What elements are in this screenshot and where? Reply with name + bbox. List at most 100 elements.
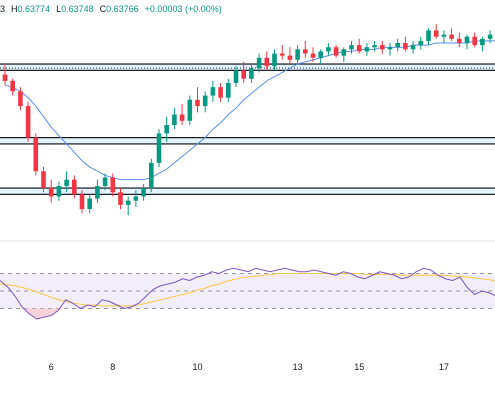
candle-body bbox=[318, 51, 323, 58]
candle bbox=[48, 179, 54, 203]
candle bbox=[72, 175, 77, 199]
candle bbox=[487, 30, 493, 44]
candle bbox=[287, 47, 293, 65]
candle-body bbox=[403, 43, 408, 50]
candle-body bbox=[457, 38, 462, 44]
candle-body bbox=[326, 47, 331, 52]
candle bbox=[226, 78, 231, 102]
candle-body bbox=[410, 45, 416, 50]
candle-body bbox=[418, 40, 424, 46]
candle bbox=[210, 80, 216, 102]
candle-body bbox=[156, 133, 162, 163]
candle bbox=[256, 53, 262, 73]
candle bbox=[41, 167, 46, 193]
candle-body bbox=[303, 49, 308, 54]
rsi-oversold-fill bbox=[21, 308, 66, 319]
candle bbox=[326, 43, 331, 56]
low-label: L bbox=[56, 4, 62, 14]
candle bbox=[64, 171, 69, 193]
candle-body bbox=[195, 99, 200, 107]
candle bbox=[187, 95, 193, 125]
candle-body bbox=[387, 47, 393, 50]
rsi-pane bbox=[0, 267, 495, 320]
candle-body bbox=[287, 55, 293, 60]
candle bbox=[356, 38, 362, 54]
candle-body bbox=[426, 30, 431, 41]
rsi-line bbox=[0, 267, 495, 320]
candle-body bbox=[110, 177, 116, 193]
candle-body bbox=[102, 177, 108, 186]
candle bbox=[110, 173, 116, 197]
x-tick-label: 13 bbox=[293, 362, 303, 372]
candle-body bbox=[310, 53, 316, 58]
candle bbox=[95, 179, 100, 203]
candle bbox=[79, 190, 85, 214]
candle-body bbox=[118, 192, 123, 205]
candle bbox=[441, 30, 447, 44]
candle bbox=[172, 108, 177, 130]
candle bbox=[272, 49, 277, 71]
candle-body bbox=[210, 87, 216, 96]
moving-average-line bbox=[4, 40, 495, 181]
candle-body bbox=[356, 45, 362, 52]
candle bbox=[364, 43, 370, 56]
time-axis: 68101315172022 bbox=[49, 362, 449, 372]
candle bbox=[10, 78, 15, 96]
candlestick-series bbox=[2, 24, 493, 216]
candle-body bbox=[264, 57, 270, 67]
candle-body bbox=[249, 68, 254, 79]
x-tick-label: 10 bbox=[192, 362, 202, 372]
candle bbox=[102, 173, 108, 191]
candle bbox=[195, 87, 200, 113]
candle bbox=[333, 45, 339, 58]
high-label: H bbox=[11, 4, 18, 14]
candle bbox=[341, 47, 347, 62]
candle-body bbox=[125, 200, 131, 205]
candle-body bbox=[433, 30, 439, 37]
candle-body bbox=[272, 53, 277, 67]
candle bbox=[33, 133, 39, 176]
x-tick-label: 6 bbox=[49, 362, 54, 372]
close-value: 0.63766 bbox=[106, 4, 139, 14]
x-tick-label: 17 bbox=[439, 362, 449, 372]
candle-body bbox=[380, 45, 385, 50]
candle-body bbox=[72, 179, 77, 195]
candle-body bbox=[95, 185, 100, 199]
candle bbox=[426, 28, 431, 46]
candle bbox=[410, 40, 416, 54]
candle bbox=[87, 194, 92, 214]
candle-body bbox=[472, 36, 477, 46]
x-tick-label: 15 bbox=[354, 362, 364, 372]
candle-body bbox=[441, 34, 447, 37]
candle-body bbox=[226, 82, 231, 98]
candle bbox=[279, 45, 285, 60]
candle bbox=[433, 24, 439, 39]
close-label: C bbox=[99, 4, 107, 14]
candle-body bbox=[449, 34, 454, 39]
open-value-tail: 3 bbox=[0, 4, 6, 14]
candle-body bbox=[41, 171, 46, 189]
candle bbox=[249, 64, 254, 83]
zone-box-0 bbox=[0, 63, 495, 71]
candle-body bbox=[256, 57, 262, 69]
candle-body bbox=[141, 188, 146, 197]
candle bbox=[218, 82, 223, 102]
candle bbox=[349, 40, 354, 54]
candle bbox=[133, 190, 139, 207]
candle bbox=[403, 36, 408, 52]
candle bbox=[395, 38, 400, 52]
candle bbox=[241, 61, 246, 83]
candle-body bbox=[179, 114, 185, 121]
candle-body bbox=[487, 34, 493, 39]
candle-body bbox=[64, 179, 69, 186]
zone-box-2 bbox=[0, 187, 495, 195]
candle bbox=[141, 183, 146, 201]
x-tick-label: 8 bbox=[110, 362, 115, 372]
candle-body bbox=[341, 49, 347, 56]
candle bbox=[303, 40, 308, 58]
support-resistance-zones bbox=[0, 63, 495, 195]
candle-body bbox=[33, 137, 39, 172]
candle bbox=[56, 181, 62, 201]
candle bbox=[118, 188, 123, 210]
